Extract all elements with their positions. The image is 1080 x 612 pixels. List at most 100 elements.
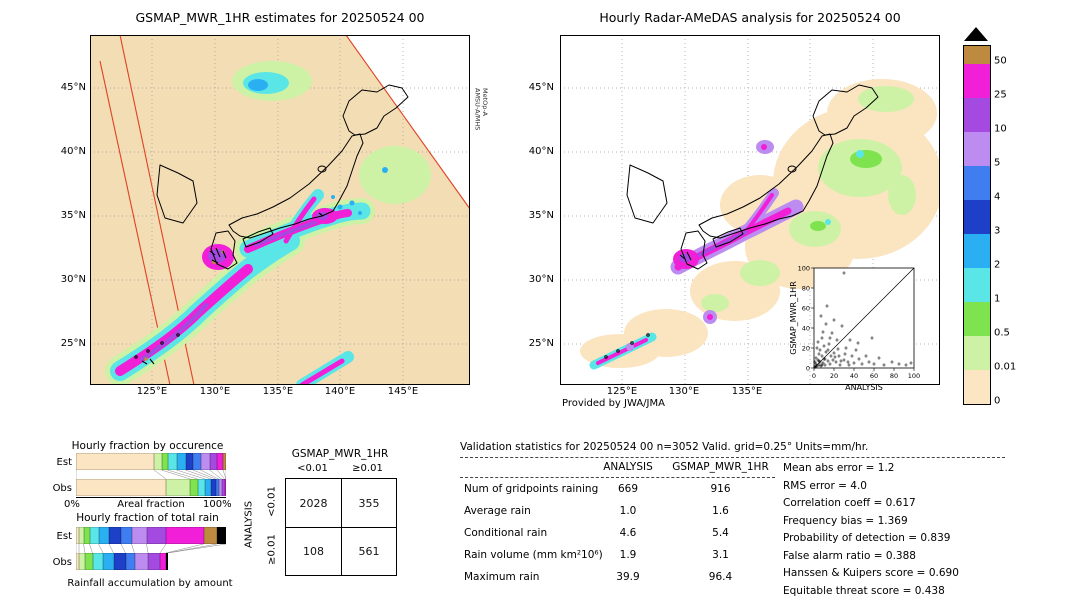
- colorbar-label: 0: [994, 395, 1001, 407]
- scatter-point: [814, 364, 818, 368]
- scatter-point: [828, 362, 832, 366]
- occurrence-xmin-label: 0%: [64, 499, 80, 510]
- score-value: 0.690: [928, 567, 959, 579]
- colorbar-cell: [964, 302, 990, 336]
- contingency-col-header-ge: ≥0.01: [352, 463, 383, 474]
- left-lat-45: 45°N: [60, 82, 86, 93]
- scatter-point: [904, 363, 908, 367]
- validation-value: 3.1: [712, 549, 729, 561]
- scatter-point: [817, 352, 821, 356]
- scatter-point: [822, 344, 826, 348]
- over-triangle-icon: [964, 27, 988, 41]
- equals-sign: =: [916, 567, 926, 579]
- left-lat-35: 35°N: [60, 210, 86, 221]
- bar-segment: [121, 527, 132, 544]
- bar-segment: [197, 479, 205, 496]
- score-line: Correlation coeff = 0.617: [783, 497, 916, 509]
- svg-text:80: 80: [802, 285, 810, 293]
- left-map-frame: [90, 35, 470, 385]
- contingency-cell-10: 108: [286, 527, 341, 575]
- validation-value: 669: [617, 483, 639, 495]
- bar-segment: [79, 553, 85, 570]
- scatter-point: [823, 357, 827, 361]
- colorbar-cell: [964, 234, 990, 268]
- right-map-title: Hourly Radar-AMeDAS analysis for 2025052…: [599, 10, 901, 25]
- bar-segment: [92, 553, 103, 570]
- bar-segment: [217, 453, 223, 470]
- bar-segment: [211, 479, 216, 496]
- bar-segment: [103, 553, 114, 570]
- colorbar-label: 3: [994, 225, 1001, 237]
- bar-segment: [193, 453, 201, 470]
- inset-scatter: 0 20 40 60 80 100 0 20 40 60 80 100 ANAL…: [789, 265, 920, 393]
- left-lon-140: 140°E: [324, 386, 356, 397]
- bar-segment: [148, 553, 160, 570]
- contingency-row-header-lt: <0.01: [266, 486, 278, 517]
- equals-sign: =: [865, 515, 875, 527]
- colorbar-label: 50: [994, 55, 1007, 67]
- validation-row-label: Average rain: [464, 505, 531, 517]
- bar-segment: [167, 453, 177, 470]
- left-lon-130: 130°E: [199, 386, 231, 397]
- scatter-point: [897, 362, 901, 366]
- bar-segment: [203, 527, 217, 544]
- totalrain-est-bar: [76, 527, 226, 544]
- scatter-point: [833, 355, 837, 359]
- scatter-point: [847, 363, 851, 367]
- contingency-cell-11: 561: [341, 527, 396, 575]
- credit-label: Provided by JWA/JMA: [562, 398, 665, 409]
- bar-segment: [161, 453, 168, 470]
- colorbar-label: 10: [994, 123, 1007, 135]
- colorbar-cells: [963, 45, 991, 405]
- right-lat-40: 40°N: [528, 146, 554, 157]
- colorbar-cell: [964, 98, 990, 132]
- scatter-point: [843, 352, 847, 356]
- validation-value: 1.0: [619, 505, 637, 517]
- scatter-point: [838, 363, 842, 367]
- bar-segment: [185, 453, 193, 470]
- colorbar-cell: [964, 166, 990, 200]
- validation-value: 96.4: [708, 571, 733, 583]
- bar-segment: [79, 527, 84, 544]
- svg-text:20: 20: [830, 372, 838, 380]
- equals-sign: =: [908, 532, 918, 544]
- bar-connector: [167, 544, 226, 553]
- bar-connector: [120, 544, 126, 553]
- colorbar-label: 25: [994, 89, 1007, 101]
- validation-header: Validation statistics for 20250524 00 n=…: [460, 441, 1005, 458]
- scatter-point: [877, 356, 881, 360]
- scatter-point: [860, 362, 864, 366]
- scatter-point: [834, 360, 838, 364]
- contingency-grid: 2028 355 108 561: [285, 478, 397, 576]
- scatter-point: [856, 341, 860, 345]
- left-lon-125: 125°E: [136, 386, 168, 397]
- sensor-label: MetOp-A AMSU-A/MHS: [473, 88, 490, 130]
- bar-connector: [165, 544, 204, 553]
- scatter-point: [820, 363, 824, 367]
- bar-connector: [222, 470, 226, 479]
- scatter-point: [819, 314, 823, 318]
- scatter-point: [818, 348, 822, 352]
- scatter-point: [820, 354, 824, 358]
- occurrence-xaxis-label: Areal fraction: [117, 499, 185, 510]
- scatter-point: [828, 336, 832, 340]
- occurrence-chart-title: Hourly fraction by occurence: [71, 440, 224, 452]
- right-lon-135: 135°E: [731, 386, 763, 397]
- bar-connector: [98, 544, 104, 553]
- occurrence-est-label: Est: [56, 457, 72, 468]
- scatter-point: [837, 354, 841, 358]
- scatter-point: [829, 354, 833, 358]
- scatter-point: [857, 357, 861, 361]
- totalrain-chart-title: Hourly fraction of total rain: [76, 512, 219, 524]
- contingency-row-header-ge: ≥0.01: [266, 534, 278, 565]
- scatter-point: [840, 324, 844, 328]
- satellite-swath-area: [90, 35, 470, 385]
- contingency-title: GSMAP_MWR_1HR: [291, 448, 389, 460]
- left-lon-145: 145°E: [387, 386, 419, 397]
- score-value: 0.839: [920, 532, 951, 544]
- scatter-point: [817, 359, 821, 363]
- score-label: Equitable threat score: [783, 585, 900, 597]
- bar-segment: [89, 527, 99, 544]
- validation-row-label: Maximum rain: [464, 571, 540, 583]
